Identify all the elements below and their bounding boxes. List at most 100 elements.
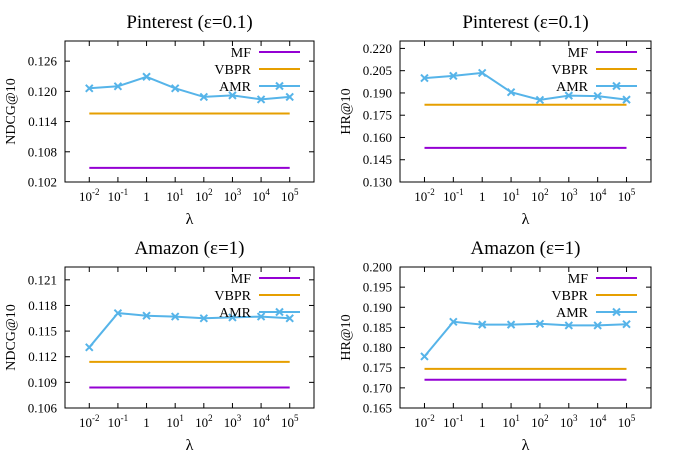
- y-tick-label: 0.205: [363, 63, 392, 78]
- chart-panel-3: Amazon (ε=1) 0.106 0.109 0.112 0.115 0.118 0.1…: [4, 238, 315, 452]
- chart-title: Amazon (ε=1): [135, 238, 245, 259]
- legend-label: VBPR: [214, 289, 251, 304]
- data-point: [506, 87, 516, 97]
- series-amr: [85, 72, 294, 104]
- data-point: [564, 321, 574, 330]
- chart-title: Pinterest (ε=0.1): [126, 12, 252, 33]
- data-point: [535, 319, 545, 329]
- x-tick-label: 10-1: [443, 187, 464, 204]
- legend-label: AMR: [219, 80, 252, 95]
- y-tick-label: 0.126: [28, 54, 58, 69]
- y-tick-label: 0.121: [28, 272, 57, 287]
- y-axis-label: HR@10: [339, 314, 354, 360]
- x-tick-label: 104: [252, 413, 270, 430]
- x-tick-label: 101: [166, 187, 184, 204]
- x-tick-label: 104: [589, 187, 607, 204]
- data-point: [142, 311, 151, 320]
- x-tick-label: 102: [531, 187, 549, 204]
- x-tick-label: 101: [502, 187, 520, 204]
- chart-panel-4: Amazon (ε=1) 0.165 0.170 0.175 0.180 0.185 0.1…: [339, 238, 652, 452]
- legend: MF VBPR AMR: [214, 46, 300, 95]
- y-tick-label: 0.175: [363, 360, 392, 375]
- series-amr: [420, 68, 631, 105]
- legend-marker: [612, 307, 621, 317]
- x-tick-label: 10-2: [79, 413, 100, 430]
- data-point: [477, 320, 487, 329]
- legend: MF VBPR AMR: [551, 46, 637, 95]
- data-point: [622, 95, 631, 104]
- plot-frame: [64, 266, 315, 409]
- x-tick-label: 1: [143, 415, 150, 430]
- x-tick-label: 103: [224, 413, 242, 430]
- legend-label: AMR: [219, 306, 252, 321]
- y-axis-label: HR@10: [339, 88, 354, 134]
- x-tick-label: 103: [560, 413, 578, 430]
- x-tick-label: 1: [479, 415, 486, 430]
- series-amr: [420, 317, 631, 361]
- y-tick-label: 0.190: [363, 85, 392, 100]
- y-tick-label: 0.115: [28, 324, 57, 339]
- y-tick-label: 0.195: [363, 280, 392, 295]
- legend-label: VBPR: [551, 289, 588, 304]
- plot-frame: [399, 266, 652, 409]
- legend-label: MF: [231, 272, 251, 287]
- x-tick-label: 10-1: [108, 413, 129, 430]
- data-point: [564, 91, 574, 100]
- y-tick-label: 0.190: [363, 300, 392, 315]
- data-point: [449, 317, 458, 326]
- data-point: [113, 82, 123, 91]
- series-line-amr: [88, 312, 290, 348]
- legend: MF VBPR AMR: [214, 272, 300, 321]
- y-tick-label: 0.165: [363, 401, 392, 416]
- x-tick-label: 102: [195, 413, 213, 430]
- y-tick-label: 0.108: [28, 144, 57, 159]
- data-point: [85, 84, 94, 93]
- x-axis-label: λ: [522, 211, 530, 228]
- chart-panel-1: Pinterest (ε=0.1) 0.102 0.108 0.114 0.120 0.1…: [4, 12, 315, 228]
- data-point: [535, 95, 545, 105]
- y-tick-label: 0.160: [363, 130, 392, 145]
- x-tick-label: 102: [195, 187, 213, 204]
- x-tick-label: 10-1: [443, 413, 464, 430]
- legend: MF VBPR AMR: [551, 272, 637, 321]
- legend-label: VBPR: [551, 63, 588, 78]
- series-line-amr: [89, 75, 290, 101]
- x-tick-label: 1: [479, 189, 486, 204]
- chart-panel-2: Pinterest (ε=0.1) 0.130 0.145 0.160 0.175 0.1…: [339, 12, 652, 228]
- data-point: [256, 312, 266, 321]
- legend-label: VBPR: [214, 63, 251, 78]
- x-tick-label: 103: [224, 187, 242, 204]
- data-point: [199, 92, 209, 102]
- data-point: [506, 320, 516, 329]
- y-tick-label: 0.170: [363, 380, 392, 395]
- chart-title: Amazon (ε=1): [471, 238, 581, 259]
- y-tick-label: 0.120: [28, 84, 57, 99]
- x-tick-label: 1: [143, 189, 150, 204]
- data-point: [420, 73, 429, 83]
- y-tick-label: 0.175: [363, 108, 392, 123]
- plot-frame: [64, 40, 315, 183]
- y-axis-label: NDCG@10: [4, 78, 19, 145]
- legend-marker: [612, 81, 621, 91]
- x-tick-label: 105: [281, 413, 299, 430]
- data-point: [199, 314, 209, 323]
- x-tick-label: 10-2: [79, 187, 100, 204]
- x-tick-label: 104: [252, 187, 270, 204]
- x-tick-label: 102: [531, 413, 549, 430]
- x-axis-label: λ: [522, 437, 530, 452]
- y-tick-label: 0.130: [363, 175, 392, 190]
- data-point: [622, 319, 631, 329]
- x-axis-label: λ: [186, 211, 194, 228]
- x-tick-label: 103: [560, 187, 578, 204]
- chart-title: Pinterest (ε=0.1): [462, 12, 588, 33]
- data-point: [113, 308, 123, 318]
- y-tick-label: 0.106: [28, 401, 58, 416]
- data-point: [256, 95, 266, 104]
- data-point: [420, 352, 429, 361]
- plot-frame: [399, 40, 652, 183]
- x-tick-label: 10-1: [108, 187, 129, 204]
- data-point: [449, 71, 458, 81]
- data-point: [228, 313, 237, 322]
- y-tick-label: 0.180: [363, 340, 392, 355]
- y-tick-label: 0.114: [28, 114, 57, 129]
